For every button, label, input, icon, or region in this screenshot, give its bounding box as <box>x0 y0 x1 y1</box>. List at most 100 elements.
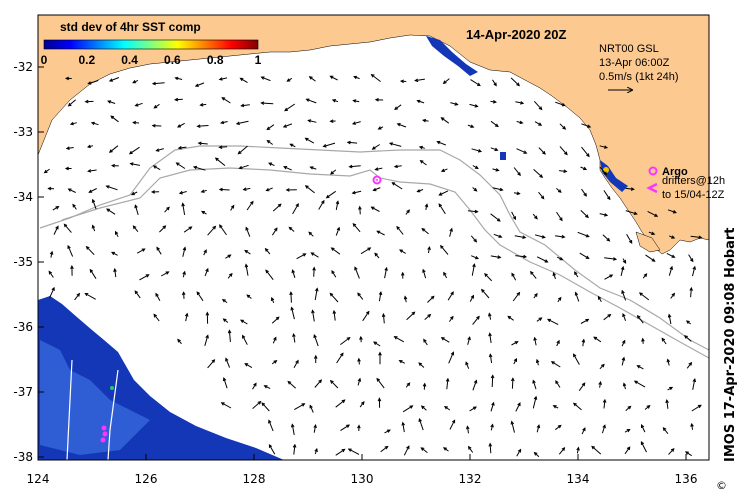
y-tick-label: -36 <box>13 320 33 334</box>
x-tick-label: 128 <box>243 472 266 486</box>
current-arrow <box>360 247 372 255</box>
current-arrow <box>357 377 362 386</box>
current-arrow <box>636 314 644 324</box>
current-arrow <box>183 226 193 233</box>
drifter-legend-line1: drifters@12h <box>662 175 725 187</box>
current-arrow <box>552 405 559 409</box>
current-arrow <box>335 399 346 408</box>
current-arrow <box>593 336 602 343</box>
current-arrow <box>469 406 477 412</box>
current-arrow <box>556 188 562 193</box>
current-arrow <box>268 443 276 455</box>
current-arrow <box>636 365 644 370</box>
colorbar-tick-label: 0.8 <box>207 53 224 67</box>
current-arrow <box>220 402 232 409</box>
current-arrow <box>64 76 72 81</box>
current-arrow <box>132 120 140 125</box>
current-arrow <box>313 423 317 433</box>
current-arrow <box>108 145 119 153</box>
current-arrow <box>625 405 632 411</box>
current-arrow <box>43 168 50 174</box>
current-arrow <box>271 360 278 365</box>
current-arrow <box>422 268 427 279</box>
current-arrow <box>74 292 81 301</box>
current-arrow <box>291 269 296 278</box>
current-arrow <box>515 101 525 105</box>
y-tick-label: -32 <box>13 60 33 74</box>
current-arrow <box>559 123 567 130</box>
current-arrow <box>467 124 475 128</box>
current-arrow <box>204 267 209 277</box>
plot-frame <box>37 14 710 461</box>
current-arrow <box>422 382 427 390</box>
current-arrow <box>346 140 358 145</box>
current-arrow <box>647 210 659 217</box>
island <box>635 231 661 253</box>
current-arrow <box>110 115 119 123</box>
y-axis: -32 -33 -34 -35 -36 -37 -38 <box>13 60 44 464</box>
current-arrow <box>322 142 336 148</box>
current-arrow <box>87 169 97 173</box>
current-arrow <box>534 234 546 239</box>
current-arrow <box>271 316 280 324</box>
current-arrow <box>87 80 99 85</box>
current-arrow <box>340 336 351 345</box>
current-arrow <box>374 252 380 259</box>
current-arrow <box>427 295 435 303</box>
current-arrow <box>449 227 453 237</box>
argo-float-track <box>100 425 108 443</box>
current-arrow <box>313 334 319 347</box>
sst-patch-southwest-light <box>40 340 150 455</box>
current-arrow <box>177 122 185 128</box>
current-arrow <box>597 295 602 302</box>
current-arrow <box>156 246 162 255</box>
current-arrow <box>308 231 314 237</box>
current-arrow <box>442 78 450 85</box>
current-arrow <box>667 313 672 325</box>
drifter-legend-icon <box>646 182 658 194</box>
current-arrow <box>380 445 389 453</box>
current-arrow <box>557 296 562 303</box>
current-arrow <box>244 363 253 369</box>
current-arrow <box>91 224 96 232</box>
current-arrow <box>488 312 492 320</box>
legend-scale: 0.5m/s (1kt 24h) <box>599 71 678 83</box>
current-arrow <box>309 404 314 413</box>
current-arrow <box>665 398 669 409</box>
current-arrow <box>577 231 590 238</box>
current-arrow <box>555 234 566 239</box>
current-arrow <box>604 274 614 280</box>
x-tick-label: 126 <box>135 472 158 486</box>
map-date-title: 14-Apr-2020 20Z <box>466 27 566 42</box>
current-arrow <box>692 378 697 390</box>
current-arrow <box>645 254 656 262</box>
current-arrow <box>374 167 383 171</box>
current-arrow <box>271 227 278 236</box>
current-arrow <box>70 265 74 276</box>
x-tick-label: 124 <box>27 472 50 486</box>
current-arrow <box>536 256 549 263</box>
current-arrow <box>688 254 694 263</box>
current-arrow <box>200 189 207 193</box>
current-arrow <box>49 250 54 258</box>
current-arrow <box>556 339 560 347</box>
x-tick-label: 132 <box>459 472 482 486</box>
current-arrow <box>284 103 296 112</box>
current-arrow <box>106 208 116 215</box>
current-arrow <box>492 168 500 172</box>
current-arrow <box>620 265 625 277</box>
current-arrow <box>150 190 160 194</box>
current-arrow <box>53 225 59 235</box>
current-arrow <box>445 377 450 390</box>
current-arrow <box>420 447 428 453</box>
current-arrow <box>272 336 277 344</box>
current-arrow <box>644 405 651 410</box>
drifter-track-1 <box>66 359 73 460</box>
current-arrow <box>581 427 586 435</box>
current-arrow <box>602 234 611 242</box>
current-arrow <box>691 404 702 412</box>
current-arrow <box>399 79 407 84</box>
current-arrow <box>261 402 270 412</box>
current-arrow <box>624 428 631 433</box>
current-arrow <box>507 315 514 321</box>
